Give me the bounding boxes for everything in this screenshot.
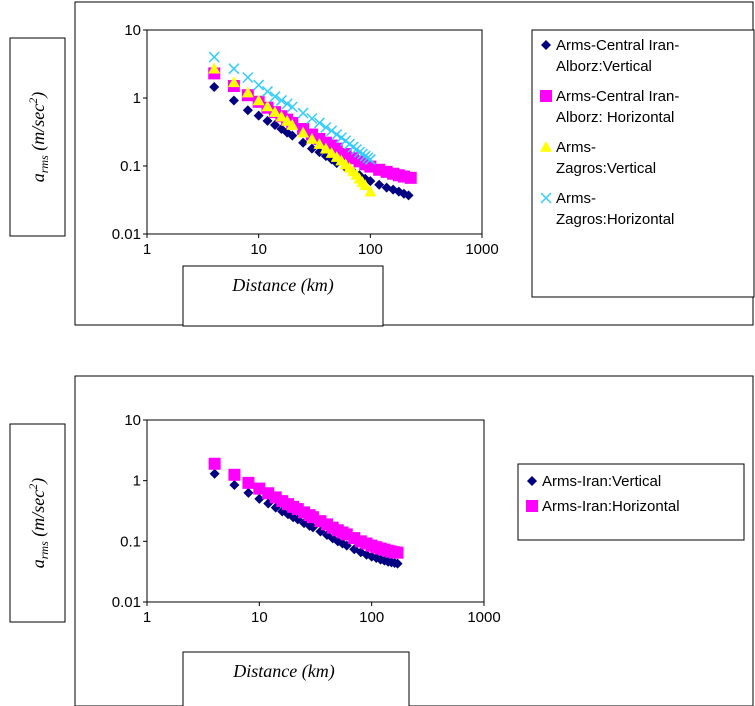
chart-2-ylabel-box	[9, 423, 66, 623]
chart-1-series-3-point	[208, 62, 221, 74]
chart-2-legend-box	[517, 463, 745, 541]
chart-1-series-1-point	[209, 82, 220, 93]
chart-1-series-4-point	[228, 63, 240, 75]
chart-2-series-2-point	[228, 468, 241, 481]
chart-1-series-4-point	[297, 107, 309, 119]
chart-1-series-1-point	[365, 176, 376, 187]
chart-1-legend-4-marker	[540, 192, 552, 204]
chart-2-series-2-point	[208, 457, 221, 470]
chart-1-series-3-point	[252, 94, 265, 106]
chart-2-ylabel: arms (m/sec2)	[26, 478, 51, 569]
chart-1-series-3-point	[313, 138, 326, 149]
chart-1-series-3-point	[319, 142, 332, 154]
chart-2-xlabel-box	[182, 651, 410, 706]
chart-1-legend-2-label: Alborz: Horizontal	[556, 109, 674, 126]
chart-2-ytick-label: 0.01	[112, 594, 141, 611]
chart-2-xtick-label: 10	[251, 609, 268, 626]
chart-1-series-1-point	[403, 190, 414, 201]
chart-1-series-3-point	[241, 86, 254, 98]
chart-1-series-1-point	[253, 110, 264, 121]
chart-1-series-4-point	[286, 101, 298, 113]
chart-2-xtick-label: 1	[143, 609, 151, 626]
chart-1-series-3-point	[268, 106, 281, 117]
chart-2-ytick-label: 10	[124, 412, 141, 429]
chart-1-series-4-point	[281, 98, 293, 110]
chart-1-series-4-point	[253, 79, 265, 91]
chart-2: 1 10 100 1000 10 1 0.1 0.01 arms (m/sec2) Dista…	[9, 375, 754, 706]
chart-1-xtick-label: 1000	[465, 241, 498, 258]
chart-2-series-1-point	[254, 493, 265, 504]
chart-1-series-3-point	[359, 179, 372, 191]
chart-2-legend-2-label: Arms-Iran:Horizontal	[542, 498, 680, 515]
chart-1-ytick-label: 1	[133, 90, 141, 107]
chart-1-legend-3-label: Arms-	[556, 139, 596, 156]
chart-1-legend-2-marker	[540, 90, 552, 102]
chart-1-series-1-point	[306, 143, 317, 154]
chart-1-series-1-point	[228, 95, 239, 106]
chart-2-ytick-label: 1	[133, 473, 141, 490]
chart-1-legend-1-label: Alborz:Vertical	[556, 58, 652, 75]
chart-1-xtick-label: 100	[358, 241, 383, 258]
chart-1-legend-3-marker	[540, 141, 552, 152]
chart-1-series-1-point	[314, 147, 325, 158]
chart-1-series-3-point	[297, 126, 310, 138]
chart-1-series-3-point	[261, 100, 274, 112]
chart-1-xlabel: Distance (km)	[231, 275, 333, 296]
chart-1-series-4-point	[306, 112, 318, 125]
chart-1-ytick-label: 0.1	[120, 158, 141, 175]
chart-1-series-2-point	[404, 171, 417, 184]
chart-1-ylabel-box	[9, 37, 66, 237]
chart-1-xtick-label: 10	[250, 241, 267, 258]
chart-1-series-4-point	[208, 51, 220, 63]
chart-1-series-4-point	[364, 153, 376, 165]
chart-1-legend-1-label: Arms-Central Iran-	[556, 37, 679, 54]
chart-2-ytick-label: 0.1	[120, 533, 141, 550]
chart-1-series-4-point	[242, 71, 254, 84]
chart-2-legend-2-marker	[526, 500, 538, 512]
chart-2-xtick-label: 1000	[467, 609, 500, 626]
chart-1-ytick-label: 0.01	[112, 226, 141, 243]
chart-1-legend-3-label: Zagros:Vertical	[556, 160, 656, 177]
chart-1-series-4-point	[275, 94, 287, 106]
chart-1-series-4-point	[269, 91, 281, 103]
chart-1-series-4-point	[320, 121, 332, 133]
chart-1-xtick-label: 1	[143, 241, 151, 258]
chart-1-series-1-point	[262, 115, 273, 126]
chart-1-series-1-point	[287, 130, 298, 141]
chart-1-series-1-point	[374, 179, 385, 190]
chart-2-series-1-point	[229, 479, 240, 490]
chart-2-legend-1-marker	[527, 476, 537, 486]
chart-1-series-1-point	[298, 137, 309, 148]
chart-1-legend-1-marker	[541, 40, 551, 50]
chart-2-series-1-point	[392, 558, 403, 569]
chart-1-xlabel-box	[182, 265, 384, 327]
chart-2-xlabel: Distance (km)	[232, 661, 334, 682]
chart-1-series-3-point	[275, 110, 288, 122]
chart-2-xtick-label: 100	[359, 609, 384, 626]
chart-1: 1 10 100 1000 10 1 0.1 0.01 arms (m/sec2) Dista…	[9, 1, 755, 327]
chart-2-legend-1-label: Arms-Iran:Vertical	[542, 473, 661, 490]
chart-2-series-2-point	[391, 546, 404, 559]
chart-1-ylabel: arms (m/sec2)	[26, 92, 51, 183]
chart-1-legend-2-label: Arms-Central Iran-	[556, 88, 679, 105]
chart-2-series-1-point	[243, 487, 254, 498]
chart-1-series-3-point	[286, 119, 299, 130]
chart-1-series-3-point	[305, 132, 318, 144]
chart-2-series-2-point	[242, 476, 255, 489]
chart-1-series-3-point	[364, 185, 377, 197]
chart-1-series-4-point	[326, 125, 338, 137]
chart-1-series-4-point	[331, 129, 343, 141]
chart-2-series-1-point	[209, 468, 220, 479]
chart-1-ytick-label: 10	[124, 22, 141, 39]
chart-1-series-4-point	[313, 117, 325, 129]
chart-1-legend-4-label: Zagros:Horizontal	[556, 211, 674, 228]
chart-1-series-3-point	[227, 76, 240, 88]
chart-1-series-1-point	[242, 105, 253, 116]
chart-1-legend-box	[531, 29, 755, 298]
chart-1-series-1-point	[269, 120, 280, 131]
chart-2-series-2-point	[253, 482, 266, 495]
chart-1-legend-4-label: Arms-	[556, 190, 596, 207]
chart-1-series-4-point	[261, 85, 274, 97]
